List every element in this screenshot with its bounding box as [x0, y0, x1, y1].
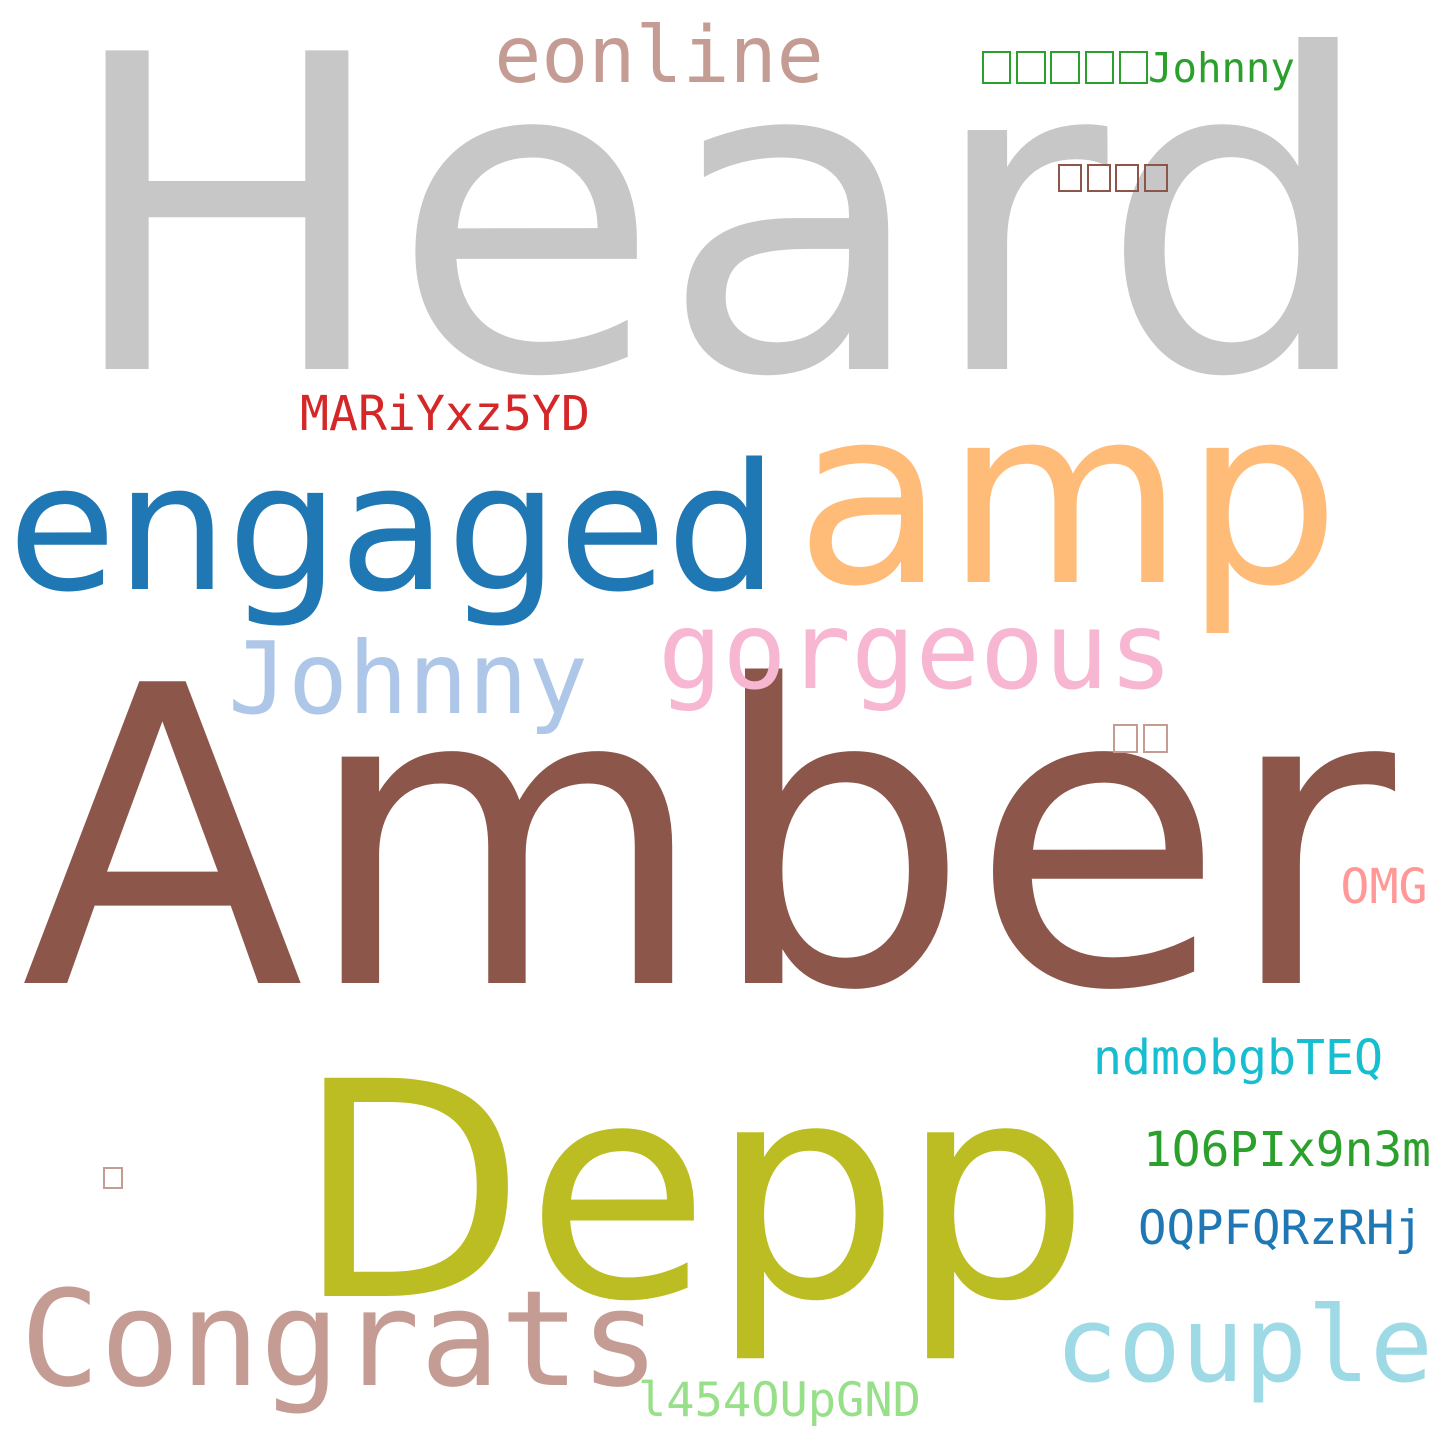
- cjk-glyph-box: [1084, 50, 1114, 85]
- word-gorgeous: gorgeous: [658, 590, 1173, 715]
- word-mariyxz5yd: MARiYxz5YD: [300, 385, 590, 442]
- cjk-glyph-boxes: [103, 1162, 123, 1195]
- cjk-glyph-box: [1016, 50, 1046, 85]
- cjk-glyph-box: [1050, 50, 1080, 85]
- word-cjk-johnny: Johnny: [982, 48, 1295, 89]
- word-engaged: engaged: [8, 427, 778, 632]
- word-couple: couple: [1055, 1283, 1433, 1406]
- word-ndmobgbteq: ndmobgbTEQ: [1093, 1030, 1383, 1087]
- word-cjk-two: [1113, 722, 1168, 757]
- cjk-glyph-box: [1113, 724, 1139, 754]
- word-heard: Heard: [62, 0, 1378, 473]
- word-depp: Depp: [295, 1017, 1090, 1367]
- cjk-glyph-boxes: [1058, 159, 1168, 199]
- word-amber: Amber: [20, 599, 1396, 1081]
- word-l454oupgnd: l454OUpGND: [638, 1373, 921, 1428]
- word-oqpfqrzrhj: OQPFQRzRHj: [1138, 1200, 1423, 1256]
- word-omg: OMG: [1340, 858, 1428, 915]
- word-1o6pix9n3m: 1O6PIx9n3m: [1143, 1122, 1431, 1178]
- cjk-glyph-boxes: [982, 44, 1148, 92]
- cjk-glyph-box: [1143, 163, 1168, 192]
- word-congrats: Congrats: [20, 1262, 660, 1417]
- word-johnny: Johnny: [228, 621, 588, 738]
- word-cjk-four: [1058, 163, 1168, 197]
- cjk-glyph-boxes: [1113, 719, 1168, 760]
- cjk-glyph-box: [1058, 163, 1083, 192]
- cjk-glyph-box: [1118, 50, 1148, 85]
- cjk-glyph-box: [1142, 724, 1168, 754]
- cjk-glyph-box: [982, 50, 1012, 85]
- word-eonline: eonline: [494, 9, 824, 101]
- cjk-glyph-box: [1115, 163, 1140, 192]
- cjk-glyph-box: [103, 1166, 123, 1190]
- cjk-glyph-box: [1086, 163, 1111, 192]
- word-cjk-one: [103, 1165, 123, 1193]
- word-cjk-johnny-latin: Johnny: [1147, 44, 1295, 93]
- word-amp: amp: [795, 353, 1340, 640]
